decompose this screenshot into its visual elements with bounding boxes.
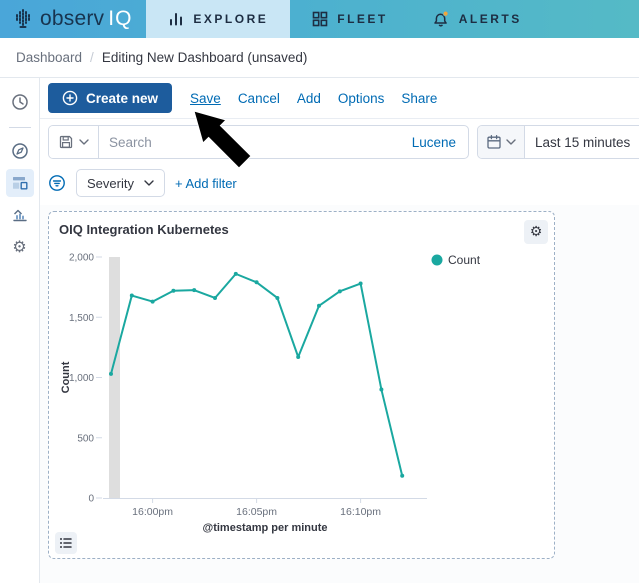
- list-icon: [60, 538, 72, 548]
- grid-icon: [312, 11, 328, 27]
- sidebar-item-management[interactable]: ⚙: [6, 233, 34, 261]
- severity-filter-dropdown[interactable]: Severity: [76, 169, 165, 197]
- query-language-switcher[interactable]: Lucene: [411, 134, 456, 150]
- primary-nav-tabs: EXPLORE FLEET: [146, 0, 543, 38]
- filter-circle-icon: [49, 175, 65, 191]
- dashboard-toolbar: Create new Save Cancel Add Options Share: [40, 78, 639, 119]
- svg-text:@timestamp per minute: @timestamp per minute: [202, 522, 327, 534]
- top-nav: observ IQ EXPLORE: [0, 0, 639, 38]
- plus-circle-icon: [62, 90, 78, 106]
- share-link[interactable]: Share: [401, 90, 438, 106]
- sidebar-divider: [8, 127, 31, 128]
- tab-alerts[interactable]: ALERTS: [410, 0, 544, 38]
- panel-title: OIQ Integration Kubernetes: [59, 222, 229, 237]
- tab-label: FLEET: [337, 12, 388, 26]
- panel-header: OIQ Integration Kubernetes ⚙: [59, 220, 548, 244]
- options-link[interactable]: Options: [337, 90, 385, 106]
- filter-options-button[interactable]: [48, 174, 66, 192]
- chevron-down-icon: [79, 139, 89, 145]
- svg-text:1,500: 1,500: [69, 313, 94, 324]
- gear-icon: ⚙: [12, 237, 27, 256]
- breadcrumb: Dashboard / Editing New Dashboard (unsav…: [0, 38, 639, 78]
- svg-text:Count: Count: [60, 361, 72, 393]
- svg-text:16:10pm: 16:10pm: [340, 506, 381, 518]
- chevron-down-icon: [506, 139, 516, 145]
- tab-fleet[interactable]: FLEET: [290, 0, 410, 38]
- floppy-disk-icon: [59, 135, 73, 149]
- date-quick-menu-button[interactable]: [478, 126, 525, 158]
- add-link[interactable]: Add: [296, 90, 321, 106]
- svg-text:0: 0: [88, 494, 94, 505]
- calendar-icon: [487, 134, 501, 149]
- time-range-value[interactable]: Last 15 minutes: [535, 134, 631, 150]
- alert-dot: [442, 10, 449, 17]
- toolbar-links: Save Cancel Add Options Share: [190, 91, 437, 106]
- legend-toggle-button[interactable]: [55, 532, 77, 554]
- bar-chart-icon: [170, 13, 183, 26]
- breadcrumb-root[interactable]: Dashboard: [16, 50, 83, 65]
- add-filter-link[interactable]: + Add filter: [174, 175, 237, 191]
- chevron-down-icon: [144, 180, 154, 186]
- tab-explore[interactable]: EXPLORE: [146, 0, 291, 38]
- visualization-panel[interactable]: OIQ Integration Kubernetes ⚙ 0 500 1,000 1,…: [48, 211, 555, 559]
- create-new-label: Create new: [86, 90, 159, 106]
- svg-text:1,000: 1,000: [69, 373, 94, 384]
- breadcrumb-separator: /: [90, 50, 94, 65]
- filter-bar: Severity + Add filter: [40, 165, 639, 205]
- tab-label: EXPLORE: [193, 12, 269, 26]
- collapsed-side-nav: ⚙: [0, 78, 40, 583]
- sidebar-item-visualize[interactable]: [6, 201, 34, 229]
- brand-logo[interactable]: observ IQ: [0, 0, 146, 38]
- save-link[interactable]: Save: [190, 90, 221, 106]
- svg-text:500: 500: [77, 433, 94, 444]
- clock-icon: [11, 94, 28, 110]
- svg-text:16:00pm: 16:00pm: [132, 506, 173, 518]
- observiq-bulb-icon: [16, 9, 30, 28]
- search-bar: Lucene: [48, 125, 469, 159]
- count-series-line: [110, 272, 404, 477]
- bell-icon: [434, 10, 449, 27]
- sidebar-item-dashboard[interactable]: [5, 169, 34, 197]
- visualize-icon: [12, 209, 27, 222]
- main-content: Create new Save Cancel Add Options Share: [40, 78, 639, 583]
- brand-text-observ: observ: [40, 7, 105, 30]
- search-input[interactable]: [99, 126, 400, 158]
- saved-query-menu-button[interactable]: [49, 126, 99, 158]
- line-chart: 0 500 1,000 1,500 2,000 16:00pm 16:05pm 16:10pm…: [59, 246, 548, 551]
- gear-icon: ⚙: [529, 224, 543, 240]
- dashboard-viewport: OIQ Integration Kubernetes ⚙ 0 500 1,000 1,…: [40, 205, 639, 583]
- panel-settings-button[interactable]: ⚙: [524, 220, 548, 244]
- legend-label: Count: [448, 253, 481, 267]
- tab-label: ALERTS: [458, 12, 522, 26]
- legend-swatch: [431, 254, 443, 266]
- svg-text:2,000: 2,000: [69, 253, 94, 264]
- breadcrumb-current: Editing New Dashboard (unsaved): [101, 50, 308, 65]
- line-chart-svg: 0 500 1,000 1,500 2,000 16:00pm 16:05pm 16:10pm…: [60, 253, 481, 535]
- partial-bucket-band: [109, 257, 120, 498]
- compass-icon: [11, 143, 28, 159]
- severity-filter-label: Severity: [87, 175, 134, 191]
- brand-text-iq: IQ: [108, 7, 133, 30]
- time-range-picker: Last 15 minutes: [477, 125, 639, 159]
- create-new-button[interactable]: Create new: [48, 83, 173, 113]
- dashboard-icon: [12, 177, 27, 190]
- sidebar-item-discover[interactable]: [6, 137, 34, 165]
- sidebar-item-recent[interactable]: [6, 88, 34, 116]
- cancel-link[interactable]: Cancel: [237, 90, 280, 106]
- query-bar-row: Lucene Last 15 minutes: [40, 119, 639, 165]
- svg-text:16:05pm: 16:05pm: [236, 506, 277, 518]
